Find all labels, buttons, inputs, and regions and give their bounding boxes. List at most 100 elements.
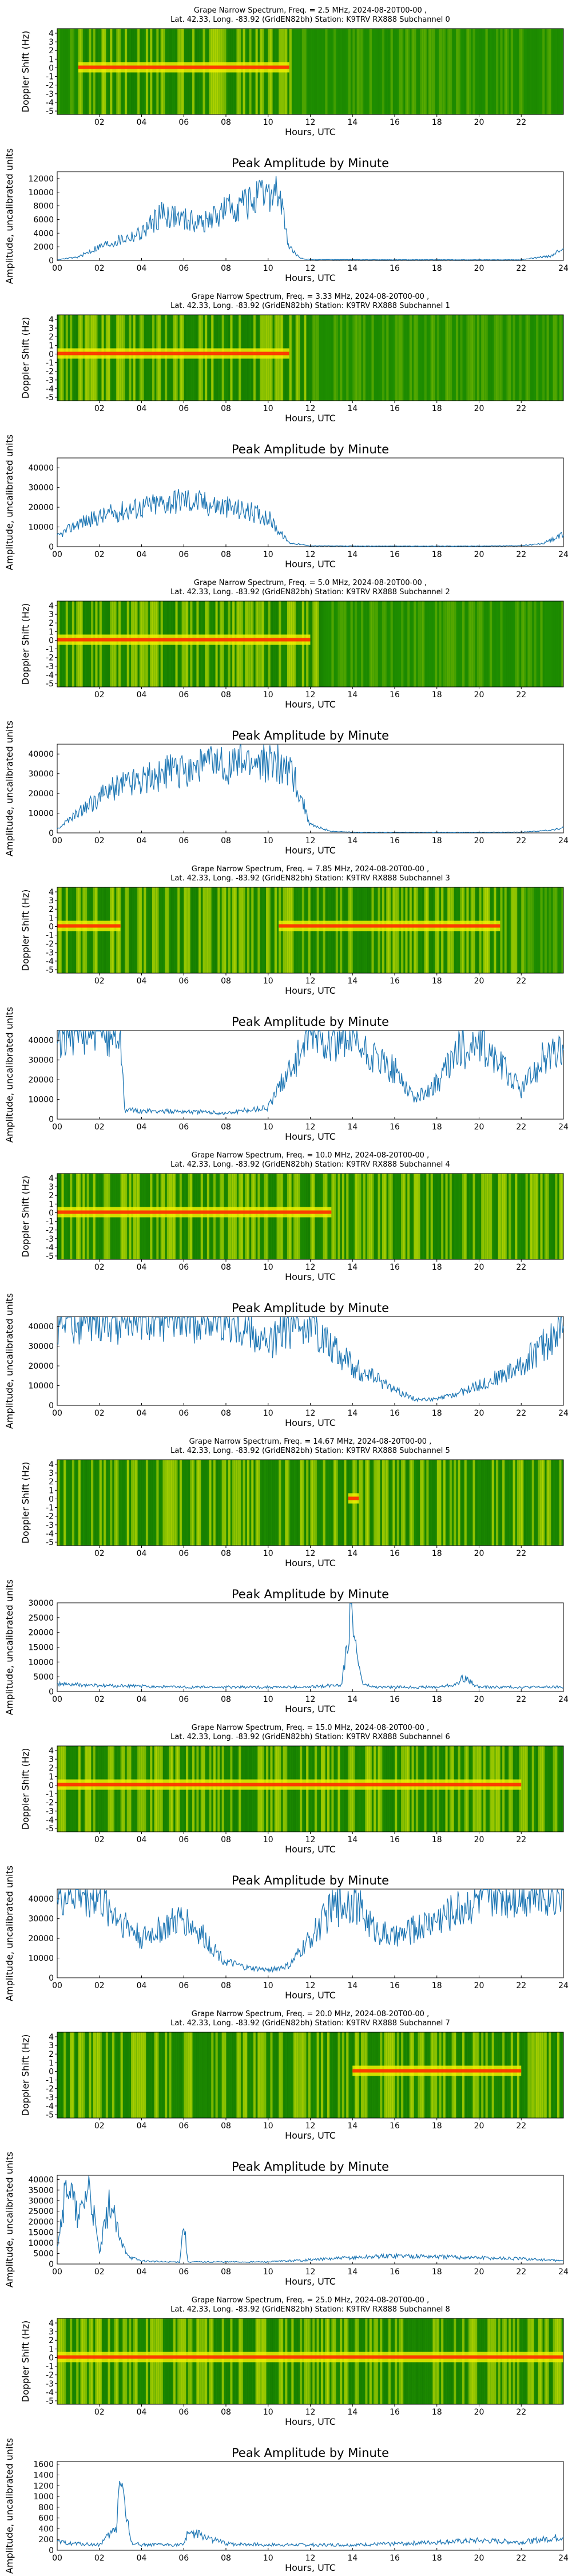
spectrogram-stripe [418, 601, 420, 687]
spectrogram-stripe [190, 887, 193, 973]
x-tick-label: 08 [221, 1695, 231, 1704]
spectrogram-stripe [432, 315, 435, 401]
amplitude-chart: 00 02 04 06 08 10 12 14 16 18 20 22 2401000020000300… [4, 1007, 569, 1143]
spectrogram-stripe [494, 29, 496, 114]
spectrogram-stripe [549, 601, 551, 687]
spectrogram-stripe [359, 29, 362, 114]
spectrogram-stripe [65, 2032, 69, 2118]
x-tick-label: 06 [178, 2554, 189, 2563]
spectrogram-stripe [320, 29, 324, 114]
spectrogram-stripe [481, 1460, 484, 1546]
spectrogram-stripe [519, 601, 522, 687]
spectrogram-stripe [487, 315, 490, 401]
spectrogram-stripe [422, 1174, 425, 1259]
spectrogram-stripe [131, 1460, 134, 1546]
spectrogram-stripe [274, 1460, 277, 1546]
x-tick-label: 06 [178, 118, 189, 127]
spectrogram-stripe [319, 315, 321, 401]
spectrogram-stripe [190, 2032, 193, 2118]
spectrogram-stripe [348, 1174, 351, 1259]
spectrogram-panel: 02 04 06 08 10 12 14 16 18 20 22 4 3 2 1 0 -1 -2 -3 -4 -5 Gra… [0, 2290, 572, 2433]
x-tick-label: 10 [263, 118, 273, 127]
y-tick-label: 8000 [33, 202, 54, 211]
x-tick-label: 02 [94, 977, 105, 986]
spectrogram-stripe [411, 1460, 414, 1546]
spectrogram-stripe [550, 601, 554, 687]
spectrogram-stripe [384, 601, 387, 687]
spectrogram-stripe [521, 315, 524, 401]
y-tick-label: 30000 [28, 1056, 54, 1065]
spectrogram-stripe [301, 315, 305, 401]
amplitude-chart: 00 02 04 06 08 10 12 14 16 18 20 22 2401000020000300… [4, 1293, 569, 1429]
spectrogram-stripe [530, 1460, 533, 1546]
spectrogram-stripe [319, 29, 321, 114]
spectrogram-stripe [426, 29, 429, 114]
spectrogram-stripe [464, 601, 467, 687]
x-tick-label: 06 [178, 1981, 189, 1990]
spectrogram-stripe [327, 315, 329, 401]
spectrogram-stripe [260, 2032, 263, 2118]
spectrogram-stripe [352, 29, 355, 114]
x-tick-label: 08 [221, 550, 231, 559]
y-tick-label: 1 [49, 1772, 54, 1781]
spectrogram-stripe [521, 1460, 524, 1546]
y-tick-label: -2 [46, 654, 54, 663]
spectrogram-stripe [462, 601, 465, 687]
spectrogram-stripe [491, 1460, 494, 1546]
spectrogram-stripe [268, 2032, 271, 2118]
y-tick-label: -5 [46, 1538, 54, 1547]
spectrogram-stripe [272, 2032, 275, 2118]
spectrogram-stripe [141, 2032, 144, 2118]
spectrogram-stripe [97, 2032, 100, 2118]
y-axis-label: Doppler Shift (Hz) [20, 2034, 31, 2116]
carrier-line [57, 924, 121, 928]
spectrogram-stripe [525, 29, 528, 114]
spectrogram-stripe [456, 601, 458, 687]
spectrogram-stripe [424, 1174, 427, 1259]
spectrogram-stripe [517, 29, 520, 114]
spectrogram-stripe [491, 29, 494, 114]
spectrogram-stripe [542, 29, 545, 114]
spectrogram-stripe [445, 1174, 448, 1259]
spectrogram-stripe [340, 601, 343, 687]
y-tick-label: 1600 [33, 2460, 54, 2470]
spectrogram-stripe [455, 1174, 459, 1259]
spectrogram-stripe [86, 1460, 89, 1546]
spectrogram-panel: 02 04 06 08 10 12 14 16 18 20 22 4 3 2 1 0 -1 -2 -3 -4 -5 Gra… [0, 286, 572, 429]
spectrogram-stripe [519, 29, 522, 114]
y-axis-label: Amplitude, uncalibrated units [4, 2438, 15, 2574]
spectrogram-stripe [382, 1460, 385, 1546]
x-tick-label: 16 [390, 404, 400, 413]
spectrogram-stripe [331, 315, 334, 401]
x-tick-label: 22 [516, 1549, 526, 1558]
spectrogram-stripe [344, 1174, 347, 1259]
y-tick-label: 5000 [33, 2250, 54, 2259]
spectrogram-stripe [352, 315, 355, 401]
spectrogram-stripe [388, 1174, 391, 1259]
spectrogram-stripe [270, 887, 273, 973]
x-tick-label: 14 [347, 1123, 357, 1132]
spectrogram-stripe [445, 601, 448, 687]
y-tick-label: -4 [46, 2102, 54, 2111]
y-tick-label: 5000 [33, 1673, 54, 1682]
spectrogram-stripe [308, 2032, 311, 2118]
spectrogram-stripe [550, 315, 554, 401]
spectrogram-stripe [546, 1460, 549, 1546]
y-tick-label: 200 [38, 2535, 54, 2545]
x-axis-label: Hours, UTC [285, 559, 336, 570]
spectrogram-stripe [215, 1460, 218, 1546]
x-axis-label: Hours, UTC [285, 2130, 336, 2141]
spectrogram-stripe [491, 1174, 494, 1259]
spectrogram-stripe [70, 1460, 73, 1546]
spectrogram-stripe [504, 1174, 507, 1259]
spectrogram-stripe [418, 29, 420, 114]
spectrogram-stripe [76, 29, 79, 114]
spectrogram-chart: 02 04 06 08 10 12 14 16 18 20 2243210-1-2-3-4-5Gra… [20, 579, 564, 710]
spectrogram-stripe [395, 29, 398, 114]
spectrogram-stripe [354, 315, 357, 401]
spectrogram-stripe [63, 1460, 66, 1546]
spectrogram-stripe [350, 315, 353, 401]
spectrogram-stripe [346, 1174, 349, 1259]
spectrogram-stripe [515, 601, 518, 687]
x-tick-label: 08 [221, 404, 231, 413]
